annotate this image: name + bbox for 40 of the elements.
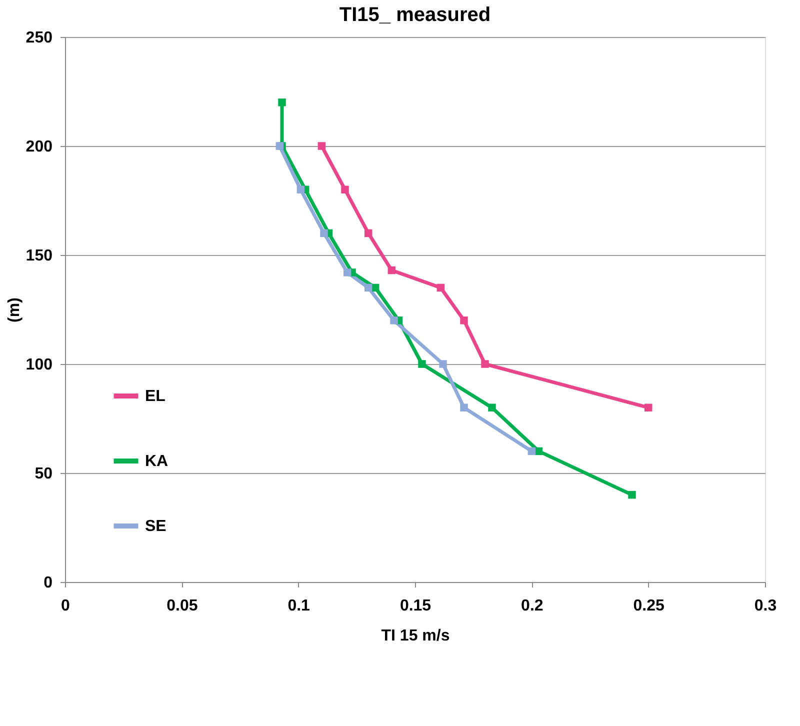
point (364, 284, 372, 292)
legend-label: KA (145, 453, 169, 470)
point (341, 186, 349, 194)
x-tick-label: 0.15 (400, 598, 432, 614)
legend-label: EL (145, 388, 166, 405)
point (343, 268, 352, 276)
y-tick-label: 50 (34, 466, 53, 482)
point (296, 186, 305, 194)
x-axis-title: TI 15 m/s (381, 628, 450, 644)
y-tick-label: 250 (26, 30, 53, 46)
x-tick-label: 0.2 (521, 598, 544, 614)
x-tick-label: 0.3 (754, 598, 777, 614)
y-tick-label: 150 (26, 248, 53, 264)
point (390, 316, 398, 324)
legend-label: SE (145, 518, 167, 535)
y-axis-title: (m) (6, 298, 23, 322)
point (460, 404, 468, 412)
point (388, 266, 396, 274)
x-tick-label: 0 (61, 598, 70, 614)
point (276, 142, 284, 150)
point (364, 229, 372, 238)
point (460, 316, 468, 324)
y-tick-label: 0 (44, 574, 53, 592)
y-tick-label: 200 (26, 138, 53, 156)
point (318, 142, 326, 150)
point (528, 447, 536, 456)
point (644, 404, 652, 412)
x-tick-label: 0.25 (633, 598, 665, 614)
point (628, 490, 636, 499)
y-tick-label: 100 (26, 356, 53, 374)
point (488, 404, 496, 412)
point (481, 360, 489, 368)
point (436, 284, 445, 292)
x-tick-label: 0.05 (166, 598, 198, 614)
point (418, 360, 426, 368)
x-tick-label: 0.1 (288, 598, 310, 614)
point (278, 98, 286, 106)
chart-title: TI15_ measured (339, 4, 491, 26)
point (439, 360, 447, 368)
point (320, 229, 328, 238)
